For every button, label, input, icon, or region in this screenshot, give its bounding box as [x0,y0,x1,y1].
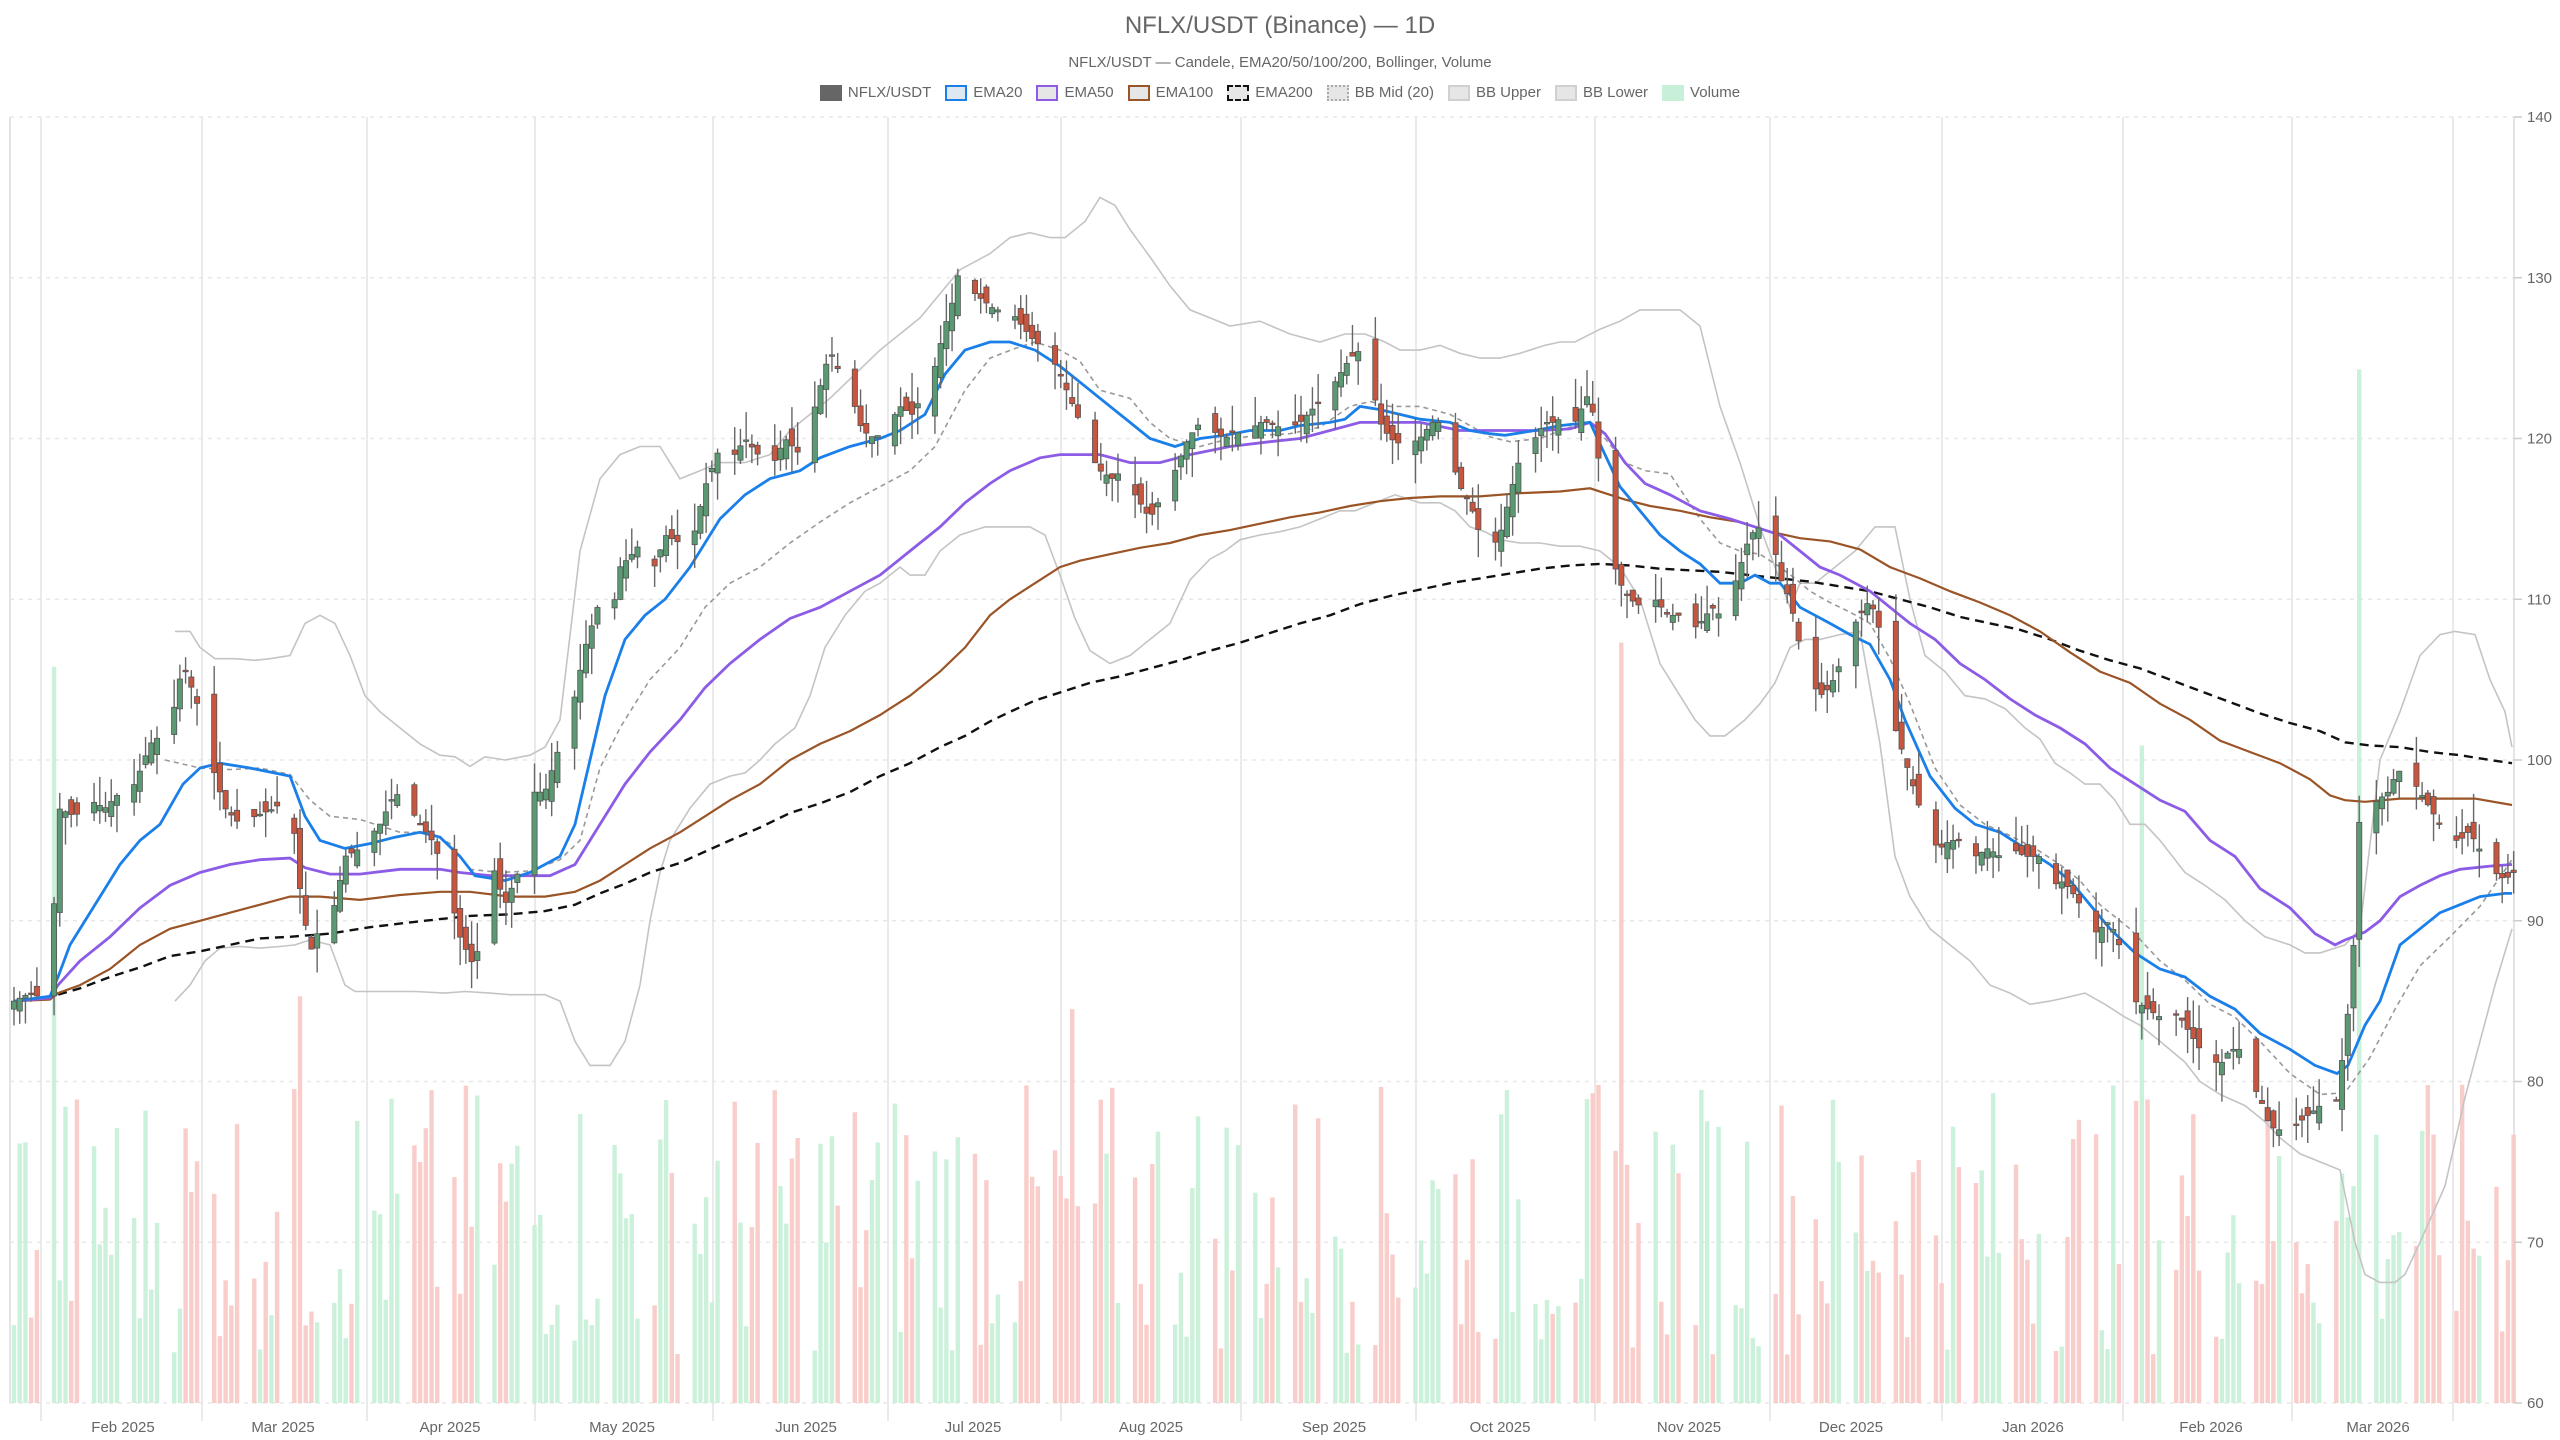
legend-item-ema50[interactable]: EMA50 [1036,84,1114,101]
legend-label: NFLX/USDT [847,84,932,101]
svg-text:Sep 2025: Sep 2025 [1302,1419,1366,1436]
svg-text:Jun 2025: Jun 2025 [775,1419,837,1436]
svg-text:Aug 2025: Aug 2025 [1119,1419,1183,1436]
legend-swatch-ema50-icon [1036,84,1059,101]
legend-label: EMA100 [1155,84,1214,101]
legend-label: BB Upper [1475,84,1541,101]
legend-label: BB Mid (20) [1354,84,1434,101]
svg-text:120: 120 [2527,431,2552,448]
svg-text:Nov 2025: Nov 2025 [1657,1419,1721,1436]
legend-swatch-bb-mid-icon [1326,84,1349,101]
svg-text:Apr 2025: Apr 2025 [420,1419,481,1436]
legend-item-bb-mid[interactable]: BB Mid (20) [1326,84,1434,101]
legend-label: EMA20 [973,84,1023,101]
svg-text:60: 60 [2527,1395,2544,1412]
chart-subtitle: NFLX/USDT — Candele, EMA20/50/100/200, B… [1068,54,1492,71]
legend-swatch-bb-upper-icon [1447,84,1470,101]
chart-title: NFLX/USDT (Binance) — 1D [1124,12,1436,39]
legend-label: Volume [1690,84,1741,101]
legend-swatch-bb-lower-icon [1555,84,1577,101]
axes: 60 70 80 90 100 110 120 130 140 Feb 2025 Mar 2025 A… [91,109,2552,1436]
legend-item-volume[interactable]: Volume [1662,84,1740,101]
legend-item-price[interactable]: NFLX/USDT [819,84,932,101]
legend-item-bb-lower[interactable]: BB Lower [1555,84,1648,101]
legend-label: BB Lower [1583,84,1649,101]
legend-item-ema100[interactable]: EMA100 [1127,84,1214,101]
svg-text:Mar 2026: Mar 2026 [2346,1419,2409,1436]
svg-text:140: 140 [2527,109,2552,126]
svg-text:Jul 2025: Jul 2025 [945,1419,1002,1436]
svg-text:100: 100 [2527,752,2552,769]
legend-swatch-volume-icon [1662,84,1685,101]
svg-text:90: 90 [2527,913,2544,930]
svg-text:Oct 2025: Oct 2025 [1470,1419,1531,1436]
price-candles [10,268,2517,1148]
legend-swatch-ema20-icon [945,84,968,101]
grid-lines [9,116,2515,1421]
legend-item-bb-upper[interactable]: BB Upper [1447,84,1541,101]
legend-item-ema200[interactable]: EMA200 [1227,84,1313,101]
svg-text:Feb 2025: Feb 2025 [91,1419,154,1436]
legend-item-ema20[interactable]: EMA20 [945,84,1022,101]
legend-swatch-ema200-icon [1227,84,1250,101]
svg-text:70: 70 [2527,1234,2544,1251]
svg-text:May 2025: May 2025 [589,1419,655,1436]
svg-text:Jan 2026: Jan 2026 [2002,1419,2064,1436]
svg-text:110: 110 [2527,591,2551,608]
legend-swatch-ema100-icon [1127,84,1150,101]
legend-swatch-price-icon [819,84,842,101]
svg-text:Mar 2025: Mar 2025 [251,1419,314,1436]
legend-label: EMA200 [1255,84,1313,101]
bollinger-bands [164,196,2513,1284]
svg-text:80: 80 [2527,1074,2544,1091]
legend-label: EMA50 [1064,84,1114,101]
volume-bars [11,369,2516,1404]
svg-text:130: 130 [2527,270,2552,287]
chart-legend: NFLX/USDT EMA20 EMA50 EMA100 EMA200 BB M… [0,84,2560,101]
svg-text:Feb 2026: Feb 2026 [2179,1419,2242,1436]
svg-text:Dec 2025: Dec 2025 [1819,1419,1883,1436]
